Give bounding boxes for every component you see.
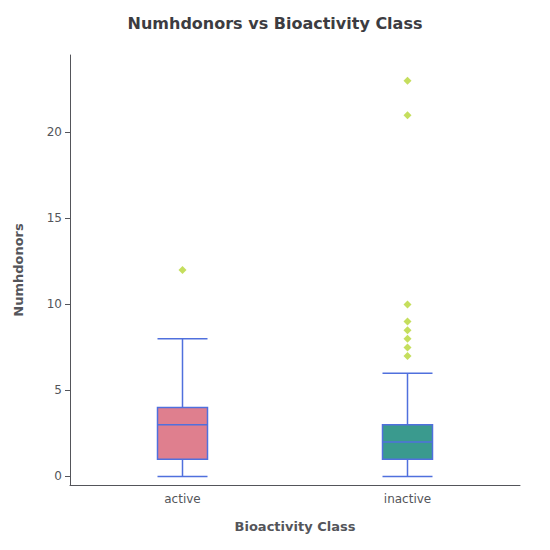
svg-text:Numhdonors: Numhdonors — [11, 223, 26, 317]
svg-text:15: 15 — [47, 211, 62, 225]
svg-text:Bioactivity Class: Bioactivity Class — [235, 519, 356, 534]
svg-text:Numhdonors vs Bioactivity Clas: Numhdonors vs Bioactivity Class — [128, 14, 423, 33]
svg-text:0: 0 — [54, 469, 62, 483]
svg-text:5: 5 — [54, 383, 62, 397]
svg-text:inactive: inactive — [384, 492, 431, 506]
svg-text:20: 20 — [47, 125, 62, 139]
svg-text:10: 10 — [47, 297, 62, 311]
svg-text:active: active — [164, 492, 200, 506]
